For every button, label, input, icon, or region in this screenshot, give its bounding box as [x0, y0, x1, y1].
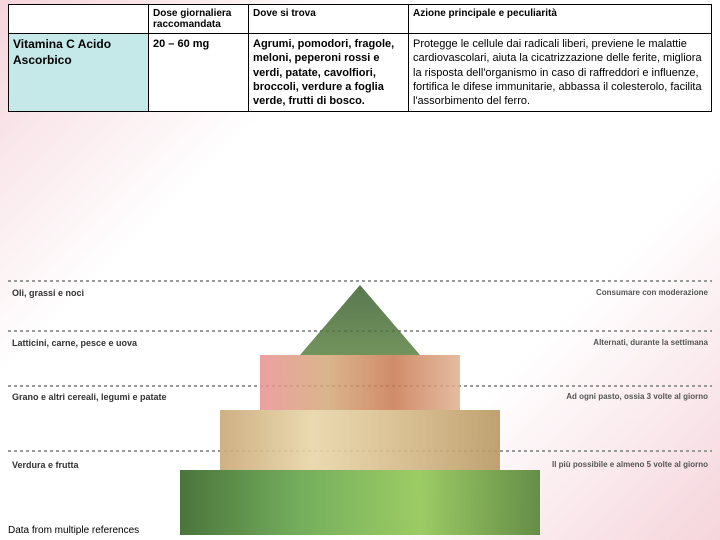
- cell-dose: 20 – 60 mg: [149, 34, 249, 112]
- pyramid-layer-oils: [300, 285, 420, 355]
- header-action: Azione principale e peculiarità: [409, 5, 712, 34]
- pyramid-layer-veggies: [180, 470, 540, 535]
- food-pyramid: [180, 285, 540, 535]
- header-where: Dove si trova: [249, 5, 409, 34]
- footer-citation: Data from multiple references: [8, 525, 139, 536]
- food-pyramid-area: [0, 265, 720, 535]
- pyramid-layer-grains: [220, 410, 500, 470]
- table-row: Vitamina C Acido Ascorbico 20 – 60 mg Ag…: [9, 34, 712, 112]
- vitamin-table-container: Dose giornaliera raccomandata Dove si tr…: [0, 0, 720, 112]
- cell-where: Agrumi, pomodori, fragole, meloni, peper…: [249, 34, 409, 112]
- cell-action: Protegge le cellule dai radicali liberi,…: [409, 34, 712, 112]
- cell-vitamin-name: Vitamina C Acido Ascorbico: [9, 34, 149, 112]
- table-header-row: Dose giornaliera raccomandata Dove si tr…: [9, 5, 712, 34]
- vitamin-table: Dose giornaliera raccomandata Dove si tr…: [8, 4, 712, 112]
- header-empty: [9, 5, 149, 34]
- pyramid-layer-protein: [260, 355, 460, 410]
- header-dose: Dose giornaliera raccomandata: [149, 5, 249, 34]
